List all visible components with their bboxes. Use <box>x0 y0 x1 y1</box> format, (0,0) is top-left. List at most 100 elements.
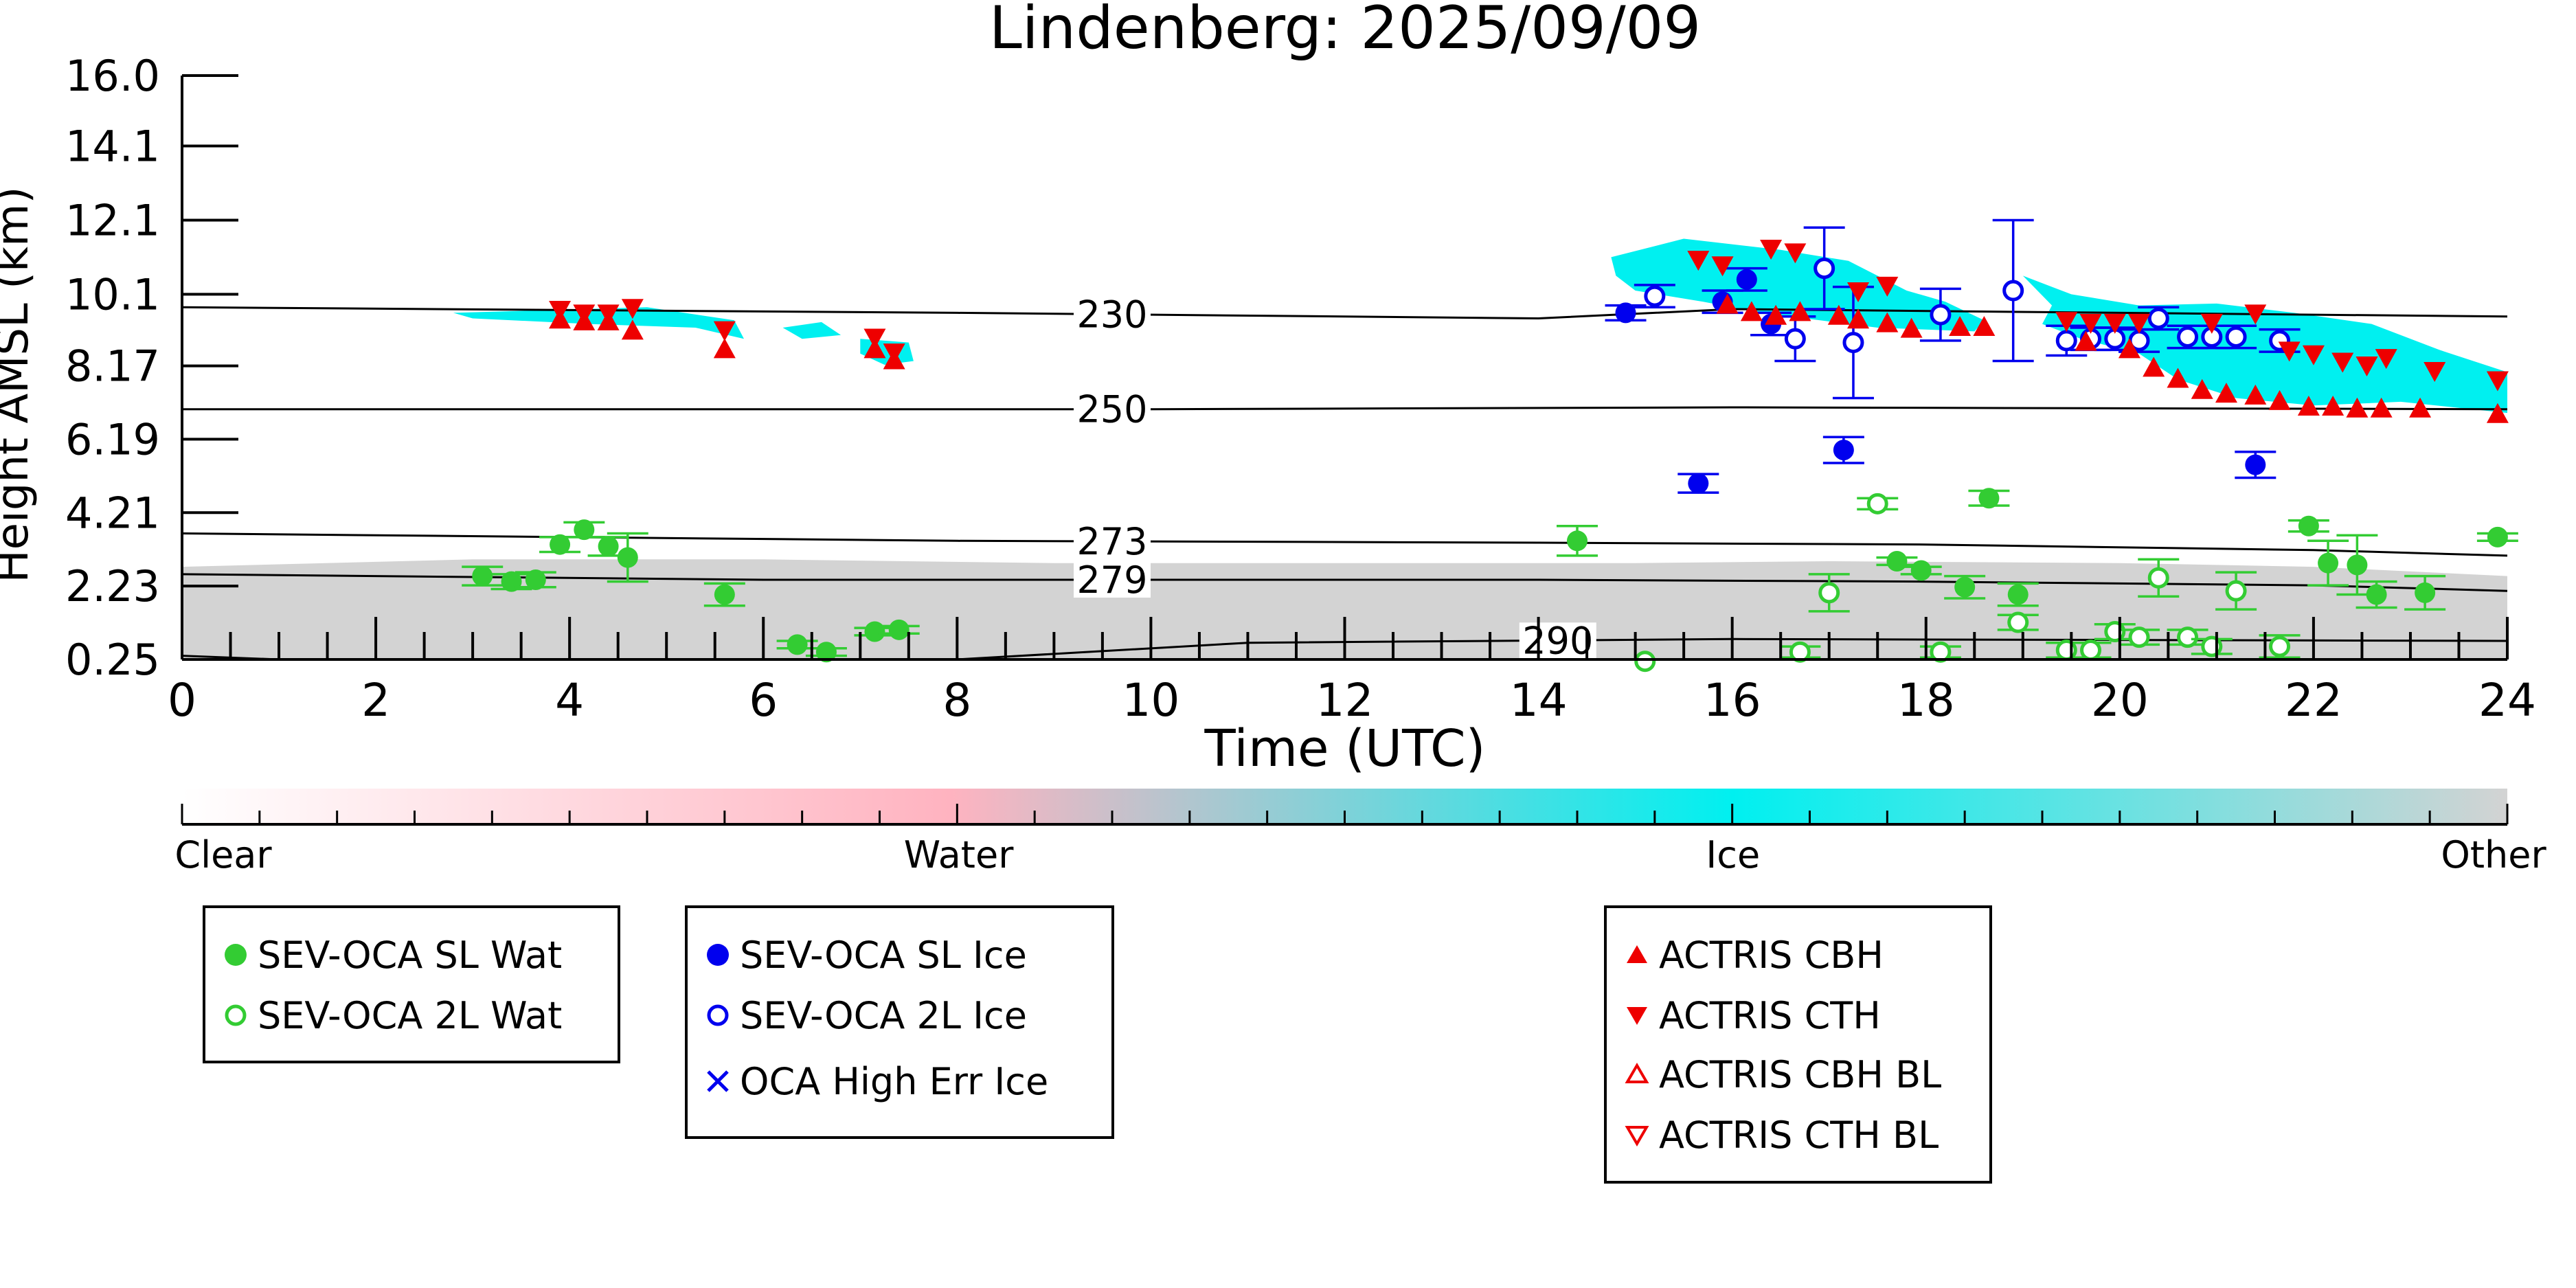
y-tick-label: 8.17 <box>65 341 160 392</box>
data-point <box>2245 454 2266 475</box>
series-sev-oca-sl-ice <box>1605 267 2276 494</box>
isotherm-label-250: 250 <box>1076 388 1147 431</box>
data-point <box>550 534 571 555</box>
ice-region-1 <box>782 321 841 339</box>
data-point <box>2177 626 2199 648</box>
data-point <box>888 619 909 640</box>
colorbar-label-water: Water <box>904 833 1014 877</box>
data-point <box>1818 582 1840 604</box>
legend-label: ACTRIS CBH BL <box>1659 1052 1942 1096</box>
isotherm-label-bg <box>1519 622 1596 659</box>
data-point <box>621 319 644 340</box>
x-tick-label: 16 <box>1704 674 1761 727</box>
y-tick-label: 0.25 <box>65 635 160 685</box>
x-tick-label: 4 <box>555 674 584 727</box>
x-tick-label: 24 <box>2478 674 2536 727</box>
isotherm-label-230: 230 <box>1076 293 1147 337</box>
data-point <box>2375 349 2397 370</box>
data-point <box>2355 356 2378 376</box>
triangle-down-marker-icon <box>1627 1007 1647 1025</box>
data-series <box>462 218 2518 673</box>
data-point <box>1634 651 1656 673</box>
triangle-up-marker-icon <box>1627 945 1647 963</box>
ice-region-3 <box>1611 238 1985 332</box>
colorbar-label-clear: Clear <box>174 833 272 877</box>
data-point <box>1740 301 1763 321</box>
data-point <box>863 328 886 349</box>
data-point <box>2347 554 2368 576</box>
data-point <box>2147 567 2169 589</box>
legend-water: SEV-OCA SL Wat SEV-OCA 2L Wat <box>203 905 620 1063</box>
data-point <box>2322 396 2345 416</box>
data-point <box>574 519 595 541</box>
isotherm-label-279: 279 <box>1076 558 1147 602</box>
data-point <box>2191 379 2213 399</box>
legend-item-actris-cbh: ACTRIS CBH <box>1622 933 1884 977</box>
x-tick-label: 6 <box>749 674 778 727</box>
isotherm-label-bg <box>1074 523 1151 560</box>
legend-item-actris-cth: ACTRIS CTH <box>1622 993 1881 1037</box>
x-tick-label: 10 <box>1122 674 1179 727</box>
y-axis-label: Height AMSL (km) <box>0 187 38 583</box>
data-point <box>2297 396 2320 416</box>
data-point <box>525 569 546 590</box>
y-tick-label: 14.1 <box>65 122 160 172</box>
series-sev-oca-sl-wat <box>462 488 2518 663</box>
data-point <box>1711 256 1734 277</box>
data-point <box>2268 389 2291 410</box>
data-point <box>2487 526 2508 547</box>
data-point <box>2225 580 2247 602</box>
ice-region-0 <box>453 307 744 339</box>
y-tick-label: 2.23 <box>65 561 160 611</box>
data-point <box>1814 258 1835 280</box>
data-point <box>501 571 522 592</box>
legend-item-actris-cbh-bl: ACTRIS CBH BL <box>1622 1052 1942 1096</box>
data-point <box>2346 397 2369 418</box>
x-marker-icon <box>707 1070 729 1092</box>
data-point <box>2177 326 2199 348</box>
data-point <box>2055 312 2078 332</box>
x-tick-label: 8 <box>942 674 971 727</box>
data-point <box>1833 440 1854 461</box>
data-point <box>1847 308 1870 329</box>
data-point <box>2200 313 2223 334</box>
data-point <box>1644 285 1666 307</box>
data-point <box>2002 280 2024 302</box>
data-point <box>1736 269 1757 290</box>
chart-title: Lindenberg: 2025/09/09 <box>989 0 1701 63</box>
data-point <box>1615 302 1636 324</box>
open-triangle-down-marker-icon <box>1625 1126 1649 1146</box>
colorbar-label-ice: Ice <box>1706 833 1760 877</box>
legend-label: ACTRIS CBH <box>1659 933 1884 977</box>
data-point <box>2079 313 2102 334</box>
data-point <box>1842 332 1864 354</box>
legend-label: ACTRIS CTH <box>1659 993 1881 1037</box>
isotherm-label-290: 290 <box>1522 619 1593 662</box>
isotherm-line-273 <box>181 532 2508 557</box>
data-point <box>2318 552 2339 574</box>
x-tick-label: 14 <box>1510 674 1568 727</box>
data-point <box>2486 371 2509 392</box>
data-point <box>2075 330 2097 351</box>
data-point <box>2007 611 2029 633</box>
series-sev-oca-2l-wat <box>1634 493 2301 673</box>
data-point <box>2331 352 2354 373</box>
x-tick-label: 2 <box>361 674 390 727</box>
data-point <box>1930 641 1952 663</box>
legend-label: SEV-OCA SL Ice <box>740 933 1027 977</box>
data-point <box>617 547 638 568</box>
data-point <box>1784 328 1806 350</box>
data-point <box>1847 282 1870 303</box>
isotherm-label-bg <box>1074 296 1151 332</box>
data-point <box>1886 550 1908 572</box>
data-point <box>864 621 885 642</box>
data-point <box>1760 239 1783 260</box>
legend-label: OCA High Err Ice <box>740 1059 1049 1103</box>
y-tick-label: 10.1 <box>65 269 160 319</box>
data-point <box>2201 635 2223 657</box>
filled-circle-marker-icon <box>225 944 247 966</box>
data-point <box>1687 251 1710 271</box>
